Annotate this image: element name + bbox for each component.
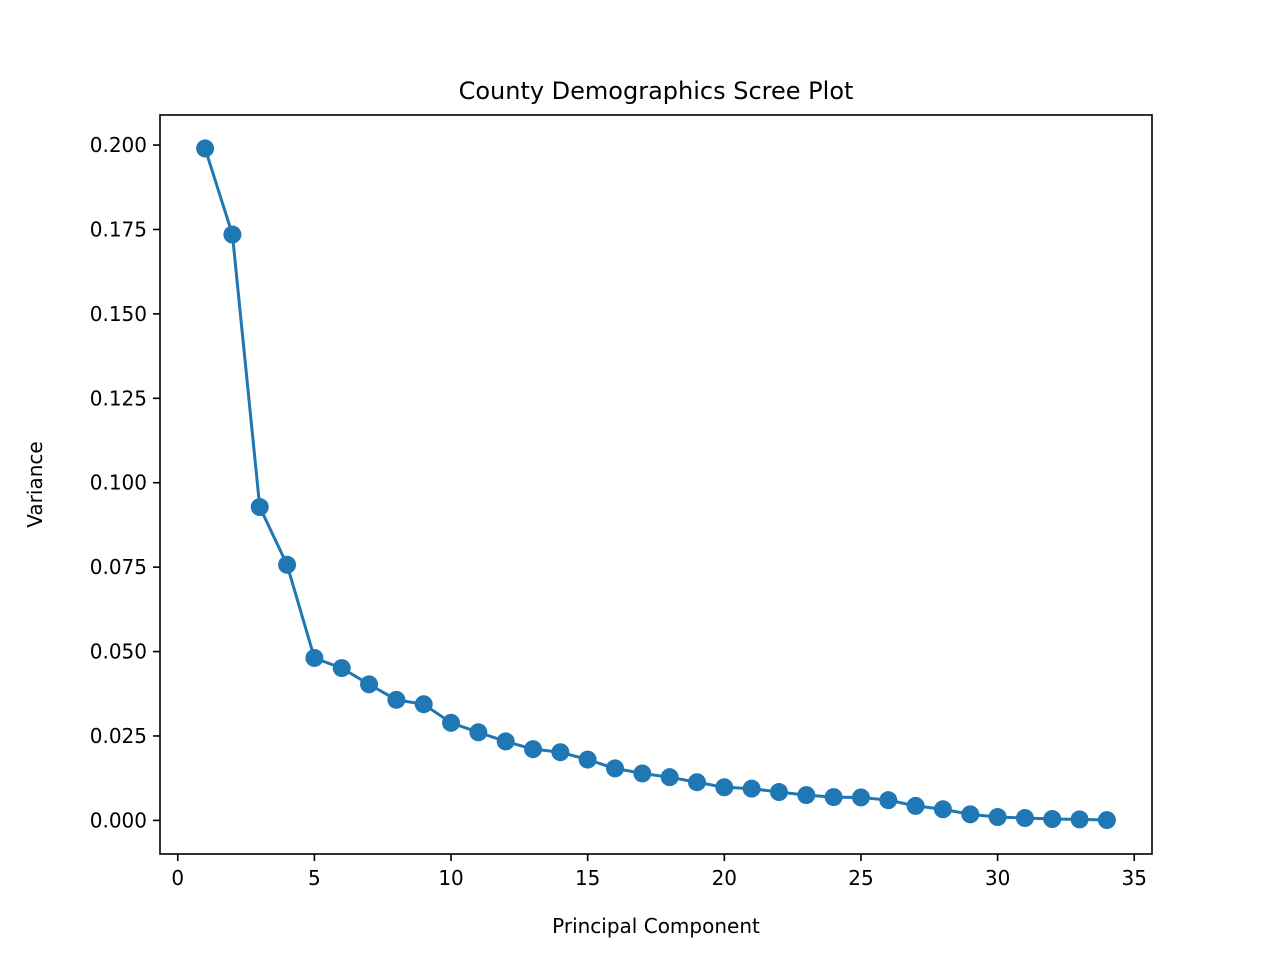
- y-tick-label: 0.025: [90, 724, 147, 748]
- y-tick-label: 0.125: [90, 386, 147, 410]
- data-point: [305, 648, 324, 667]
- data-point: [360, 675, 379, 694]
- y-tick-label: 0.100: [90, 471, 147, 495]
- series-line: [203, 147, 1107, 822]
- data-point: [988, 808, 1007, 827]
- data-point: [879, 791, 898, 810]
- y-tick-label: 0.150: [90, 302, 147, 326]
- data-point: [687, 773, 706, 792]
- data-point: [414, 695, 433, 714]
- data-point: [250, 498, 269, 517]
- y-tick-label: 0.200: [90, 133, 147, 157]
- data-point: [1070, 810, 1089, 829]
- data-point: [933, 800, 952, 819]
- data-point: [906, 796, 925, 815]
- data-point: [387, 690, 406, 709]
- series-layer: [196, 139, 1116, 830]
- y-axis-title: Variance: [23, 441, 47, 527]
- data-point: [196, 139, 215, 158]
- data-point: [332, 659, 351, 678]
- y-tick-label: 0.050: [90, 640, 147, 664]
- data-point: [223, 225, 242, 244]
- data-point: [469, 723, 488, 742]
- data-point: [606, 759, 625, 778]
- x-tick-label: 15: [575, 866, 600, 890]
- y-tick-label: 0.000: [90, 808, 147, 832]
- plot-area-frame: [159, 114, 1153, 855]
- x-tick-label: 0: [171, 866, 184, 890]
- data-point: [1015, 809, 1034, 828]
- data-point: [1097, 811, 1116, 830]
- data-point: [824, 788, 843, 807]
- data-point: [851, 788, 870, 807]
- data-point: [524, 740, 543, 759]
- data-point: [1043, 810, 1062, 829]
- data-point: [797, 786, 816, 805]
- data-point: [742, 779, 761, 798]
- data-point: [442, 713, 461, 732]
- y-axis-ticks: 0.000 0.025 0.050 0.075 0.100 0.125 0.150 0.175…: [90, 133, 160, 832]
- x-tick-label: 5: [308, 866, 321, 890]
- data-point: [578, 750, 597, 769]
- x-tick-label: 25: [848, 866, 873, 890]
- chart-title: County Demographics Scree Plot: [459, 77, 854, 105]
- data-point: [660, 768, 679, 787]
- data-point: [633, 764, 652, 783]
- x-tick-label: 35: [1122, 866, 1147, 890]
- x-axis-title: Principal Component: [552, 914, 760, 938]
- data-point: [961, 805, 980, 824]
- data-point: [551, 743, 570, 762]
- y-tick-label: 0.175: [90, 217, 147, 241]
- x-axis-ticks: 0 5 10 15 20 25 30 35: [171, 854, 1147, 890]
- x-tick-label: 10: [438, 866, 463, 890]
- data-point: [715, 778, 734, 797]
- y-tick-label: 0.075: [90, 555, 147, 579]
- data-point: [278, 555, 297, 574]
- x-tick-label: 20: [712, 866, 737, 890]
- data-point: [769, 783, 788, 802]
- x-tick-label: 30: [985, 866, 1010, 890]
- data-point: [496, 732, 515, 751]
